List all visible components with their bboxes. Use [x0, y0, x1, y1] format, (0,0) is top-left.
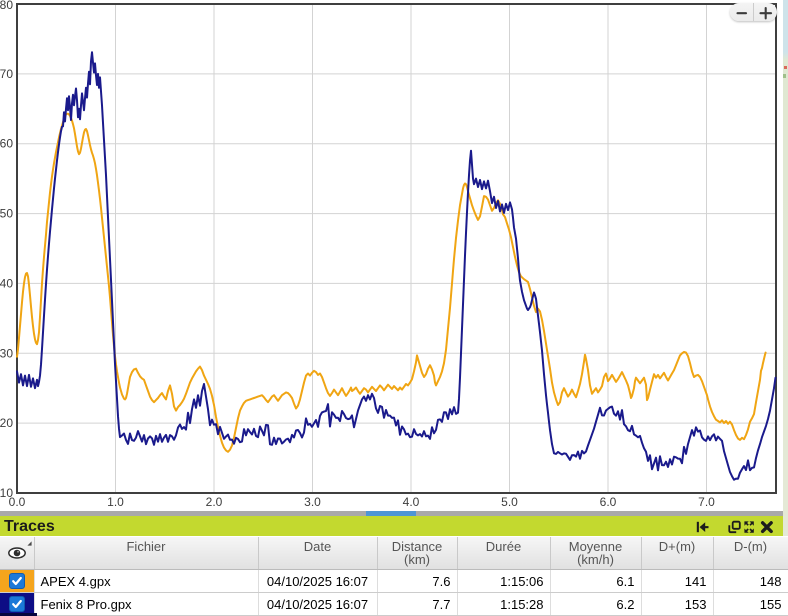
svg-text:1.0: 1.0: [107, 495, 124, 509]
svg-text:20: 20: [0, 416, 13, 430]
svg-text:0.0: 0.0: [9, 495, 26, 509]
svg-text:60: 60: [0, 137, 13, 151]
svg-text:50: 50: [0, 207, 13, 221]
svg-text:5.0: 5.0: [501, 495, 518, 509]
svg-text:70: 70: [0, 67, 13, 81]
svg-text:7.0: 7.0: [698, 495, 715, 509]
svg-text:40: 40: [0, 276, 13, 290]
svg-text:3.0: 3.0: [304, 495, 321, 509]
svg-text:80: 80: [0, 0, 13, 12]
svg-text:30: 30: [0, 346, 13, 360]
svg-text:6.0: 6.0: [600, 495, 617, 509]
svg-text:10: 10: [0, 486, 13, 500]
svg-text:4.0: 4.0: [403, 495, 420, 509]
svg-text:2.0: 2.0: [206, 495, 223, 509]
